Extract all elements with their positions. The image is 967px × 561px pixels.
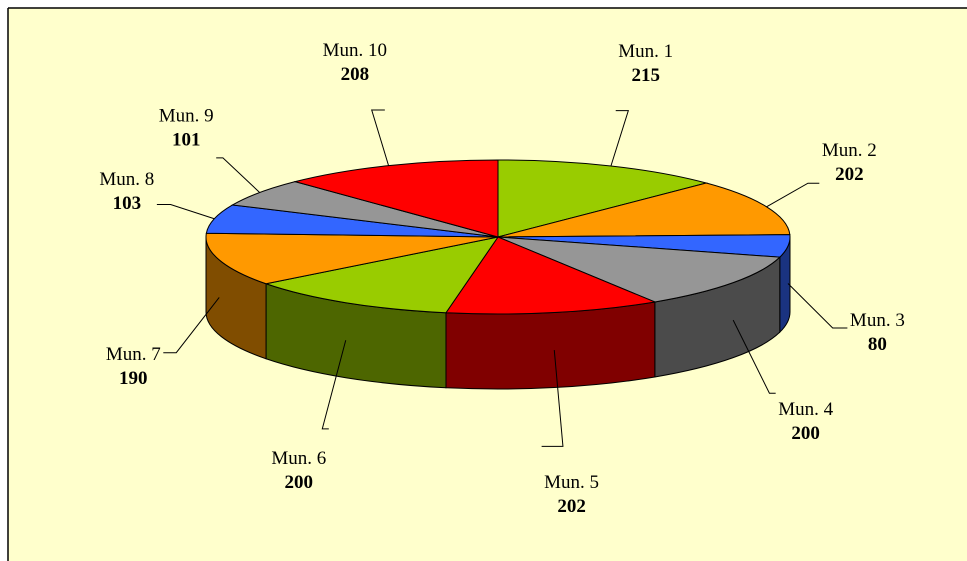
slice-value: 215 <box>631 65 660 86</box>
leader-line <box>163 297 220 354</box>
slice-value: 101 <box>172 129 201 150</box>
slice-value: 200 <box>791 423 820 444</box>
slice-side <box>445 301 656 390</box>
slice-value: 190 <box>119 368 148 389</box>
leader-line <box>156 204 215 220</box>
slice <box>497 159 709 238</box>
slice-label: Mun. 1 <box>618 41 673 62</box>
leader-line <box>541 350 564 447</box>
slice <box>497 182 791 238</box>
slice-label: Mun. 9 <box>159 105 214 126</box>
leader-line <box>216 157 261 193</box>
leader-line <box>787 283 848 329</box>
slice-value: 80 <box>868 334 887 355</box>
slice-value: 202 <box>835 164 864 185</box>
slice-value: 208 <box>341 64 370 85</box>
slice-label: Mun. 3 <box>850 310 905 331</box>
slice-label: Mun. 7 <box>106 344 161 365</box>
slice-value: 202 <box>557 496 586 517</box>
slice-value: 200 <box>285 472 314 493</box>
slice <box>293 159 499 238</box>
slice <box>445 236 657 315</box>
leader-line <box>371 109 390 166</box>
leader-line <box>732 319 776 394</box>
leader-line <box>766 182 820 208</box>
slice-label: Mun. 4 <box>778 399 833 420</box>
slice-label: Mun. 6 <box>271 448 326 469</box>
slice-label: Mun. 2 <box>822 140 877 161</box>
leader-line <box>610 110 630 167</box>
slice <box>205 232 499 285</box>
slice-label: Mun. 5 <box>544 472 599 493</box>
slice-label: Mun. 10 <box>323 40 387 61</box>
leader-line <box>321 340 347 430</box>
slice-value: 103 <box>113 193 142 214</box>
slice <box>264 236 500 314</box>
slice-label: Mun. 8 <box>99 169 154 190</box>
slice <box>497 236 781 303</box>
